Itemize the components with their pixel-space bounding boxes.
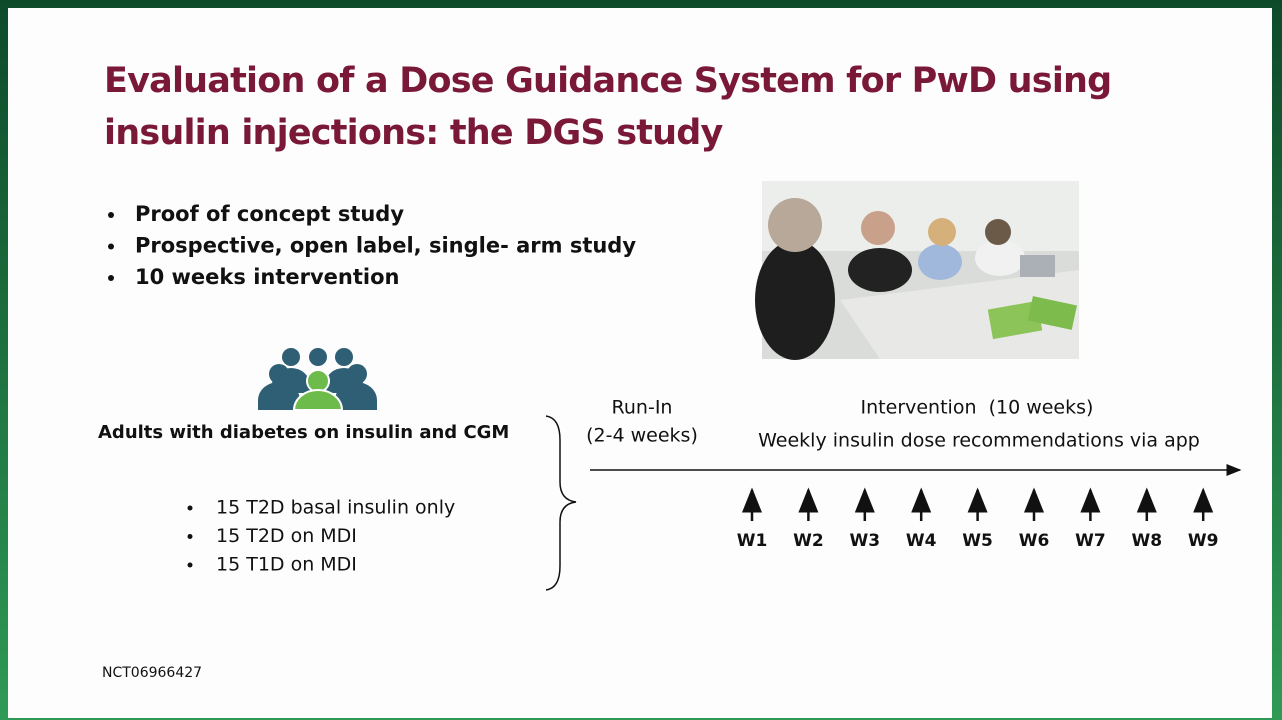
bullet-dot [187, 562, 193, 568]
cohort: 15 T2D basal insulin only [216, 497, 455, 519]
title: insulin injections: the DGS study [104, 113, 724, 153]
brace [545, 415, 577, 591]
photo [755, 181, 1079, 360]
week-label: W7 [1075, 531, 1106, 551]
population: Adults with diabetes on insulin and CGM [98, 422, 509, 443]
cohort: 15 T1D on MDI [216, 554, 357, 576]
week-label: W6 [1019, 531, 1050, 551]
intervention-label: Intervention (10 weeks) [861, 397, 1094, 419]
bullet-dot [187, 534, 193, 539]
cohort: 15 T2D on MDI [216, 525, 357, 547]
week-label: W8 [1132, 531, 1163, 551]
bullet-dot [108, 275, 114, 281]
bullet-dot [187, 505, 193, 511]
week-label: W5 [962, 531, 993, 551]
bullet: 10 weeks intervention [135, 265, 399, 289]
week-label: W4 [906, 531, 937, 551]
bullet-dot [108, 212, 114, 218]
title: Evaluation of a Dose Guidance System for… [104, 61, 1111, 101]
week-label: W3 [850, 531, 881, 551]
bullet: Proof of concept study [135, 202, 404, 226]
intervention-description: Weekly insulin dose recommendations via … [758, 430, 1200, 452]
run-in-label: Run-In [612, 397, 673, 419]
slide-canvas [8, 8, 1272, 718]
week-label: W2 [793, 531, 824, 551]
footer: NCT06966427 [102, 665, 202, 681]
run-in-label: (2-4 weeks) [586, 425, 698, 447]
week-label: W9 [1188, 531, 1219, 551]
bullet-dot [108, 243, 114, 250]
people-icon [258, 348, 377, 411]
week-label: W1 [737, 531, 768, 551]
bullet: Prospective, open label, single- arm stu… [135, 234, 636, 258]
